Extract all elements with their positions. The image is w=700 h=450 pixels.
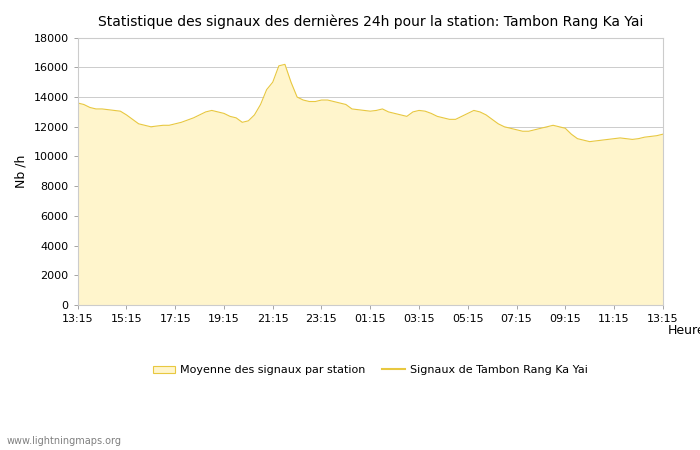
- Y-axis label: Nb /h: Nb /h: [15, 155, 28, 188]
- Text: www.lightningmaps.org: www.lightningmaps.org: [7, 436, 122, 446]
- Title: Statistique des signaux des dernières 24h pour la station: Tambon Rang Ka Yai: Statistique des signaux des dernières 24…: [97, 15, 643, 30]
- Legend: Moyenne des signaux par station, Signaux de Tambon Rang Ka Yai: Moyenne des signaux par station, Signaux…: [148, 361, 592, 380]
- X-axis label: Heure: Heure: [667, 324, 700, 337]
